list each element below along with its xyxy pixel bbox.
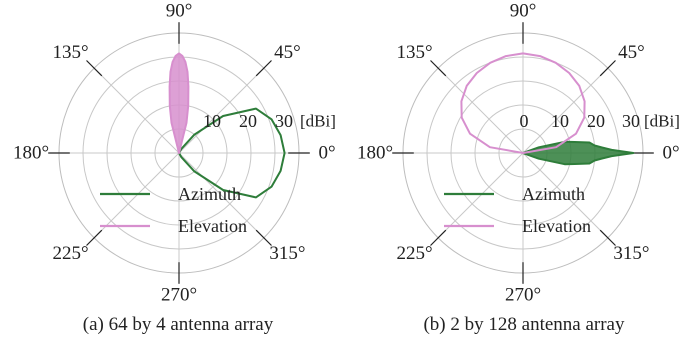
- angle-label-b-1: 45°: [618, 42, 645, 63]
- angle-label-a-3: 135°: [53, 42, 89, 63]
- angle-label-b-6: 270°: [505, 285, 541, 306]
- angle-tick-a-5: [86, 229, 103, 246]
- legend-b: Azimuth Elevation: [444, 184, 591, 236]
- angle-tick-a-7: [255, 229, 272, 246]
- angle-tick-b-3: [430, 60, 447, 77]
- radial-unit-a: [dBi]: [300, 112, 336, 131]
- legend-a: Azimuth Elevation: [100, 184, 247, 236]
- caption-a: (a) 64 by 4 antenna array: [82, 314, 274, 335]
- grid-spoke-a-3: [93, 67, 180, 154]
- angle-label-a-2: 90°: [166, 1, 193, 22]
- grid-spoke-a-1: [178, 67, 265, 154]
- grid-spoke-a-5: [93, 152, 180, 239]
- series-azimuth-b: [522, 140, 635, 166]
- legend-label-azimuth-a: Azimuth: [178, 184, 241, 204]
- grid-spoke-b-5: [437, 152, 524, 239]
- angle-label-b-7: 315°: [613, 243, 649, 264]
- angle-label-a-5: 225°: [53, 243, 89, 264]
- radial-label-b-1: 10: [551, 111, 569, 131]
- angle-tick-b-7: [599, 229, 616, 246]
- angle-label-a-1: 45°: [274, 42, 301, 63]
- radial-label-a-2: 30: [275, 111, 293, 131]
- angle-label-a-7: 315°: [269, 243, 305, 264]
- polar-chart-a: 0° 45° 90° 135° 180° 225° 270° 315° 10 20 30 [dBi] A…: [13, 1, 336, 306]
- grid-spoke-a-7: [178, 152, 265, 239]
- angle-label-b-2: 90°: [510, 1, 537, 22]
- radial-label-a-1: 20: [239, 111, 257, 131]
- angle-tick-b-1: [599, 60, 616, 77]
- series-elevation-b: [460, 52, 586, 154]
- angle-label-b-3: 135°: [397, 42, 433, 63]
- radial-label-a-0: 10: [203, 111, 221, 131]
- angle-label-b-4: 180°: [357, 143, 393, 164]
- angle-label-b-5: 225°: [397, 243, 433, 264]
- legend-label-elevation-b: Elevation: [522, 216, 591, 236]
- legend-label-elevation-a: Elevation: [178, 216, 247, 236]
- caption-b: (b) 2 by 128 antenna array: [423, 314, 625, 335]
- angle-tick-a-3: [86, 60, 103, 77]
- angle-tick-a-1: [255, 60, 272, 77]
- angle-label-a-4: 180°: [13, 143, 49, 164]
- radial-unit-b: [dBi]: [644, 112, 680, 131]
- angle-label-a-0: 0°: [318, 143, 335, 164]
- radial-label-b-2: 20: [587, 111, 605, 131]
- grid-spoke-b-1: [522, 67, 609, 154]
- polar-chart-b: 0° 45° 90° 135° 180° 225° 270° 315° 0 10 20 30 [dBi]…: [357, 1, 680, 306]
- series-azimuth-a: [178, 107, 286, 199]
- legend-label-azimuth-b: Azimuth: [522, 184, 585, 204]
- grid-spoke-b-3: [437, 67, 524, 154]
- radial-label-b-0: 0: [520, 111, 529, 131]
- angle-label-a-6: 270°: [161, 285, 197, 306]
- radial-label-b-3: 30: [622, 111, 640, 131]
- grid-spoke-b-7: [522, 152, 609, 239]
- series-elevation-a: [168, 52, 190, 154]
- angle-label-b-0: 0°: [662, 143, 679, 164]
- angle-tick-b-5: [430, 229, 447, 246]
